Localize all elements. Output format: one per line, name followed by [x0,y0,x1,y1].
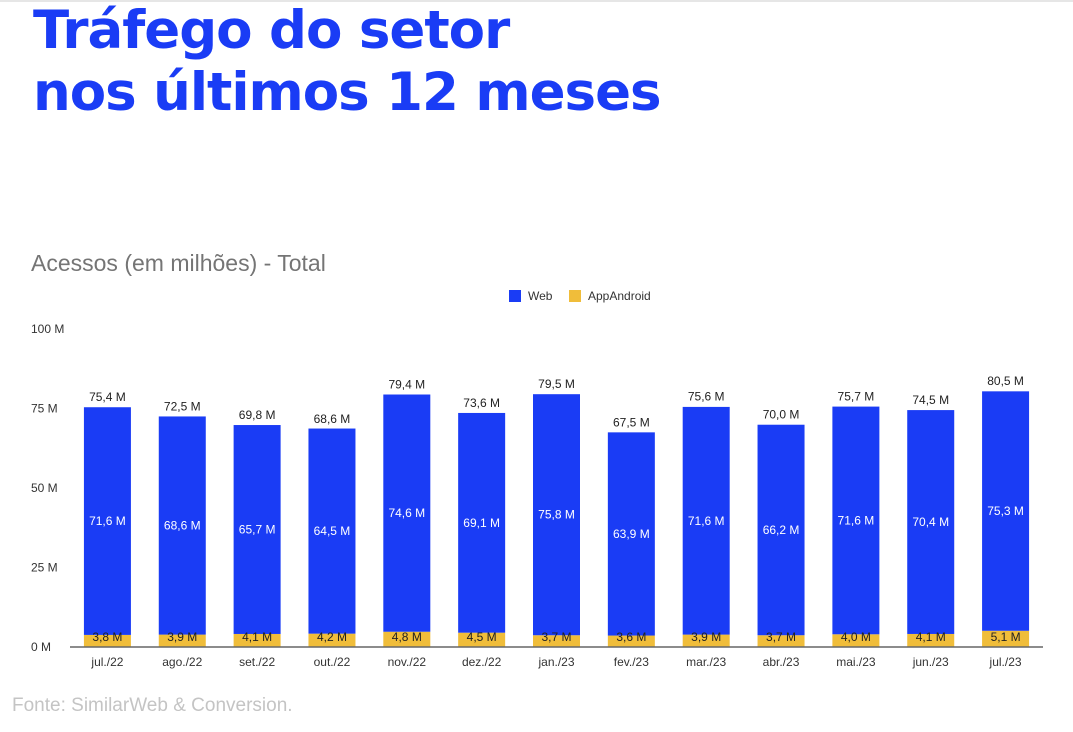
bar-label-appandroid: 4,8 M [392,630,422,644]
x-tick-label: mai./23 [836,655,876,669]
y-tick-label: 0 M [31,640,51,654]
legend-swatch-appandroid [569,290,581,302]
x-tick-label: jul./23 [989,655,1022,669]
bar-web [832,406,880,635]
bar-label-web: 64,5 M [314,524,351,538]
bar-web [533,394,580,636]
bar-label-web: 71,6 M [838,513,875,527]
bar-web [83,407,131,635]
x-tick-label: out./22 [314,655,351,669]
bar-appandroid [832,634,880,647]
top-divider [0,0,1073,2]
bar-label-appandroid: 4,0 M [841,630,871,644]
y-tick-label: 25 M [31,561,58,575]
bar-label-total: 68,6 M [314,412,351,426]
bar-web [682,406,730,635]
x-tick-label: abr./23 [763,655,800,669]
bar-appandroid [308,633,356,647]
bar-appandroid [83,634,131,647]
x-tick-label: jun./23 [912,655,949,669]
source-note: Fonte: SimilarWeb & Conversion. [12,695,293,716]
x-tick-label: mar./23 [686,655,726,669]
bar-appandroid [757,635,805,647]
bar-appandroid [607,635,655,647]
bar-label-appandroid: 3,6 M [616,630,646,644]
x-tick-label: jul./22 [90,655,123,669]
bar-label-total: 69,8 M [239,408,276,422]
bar-appandroid [158,634,206,647]
bar-label-total: 73,6 M [463,396,500,410]
bar-label-total: 80,5 M [987,374,1024,388]
bar-label-appandroid: 4,1 M [916,630,946,644]
page-title: Tráfego do setor nos últimos 12 meses [33,0,662,124]
bar-label-appandroid: 5,1 M [991,630,1021,644]
bar-label-web: 75,3 M [987,504,1024,518]
bar-label-total: 79,4 M [388,378,425,392]
bar-label-appandroid: 4,1 M [242,630,272,644]
bar-label-web: 68,6 M [164,519,201,533]
bar-label-total: 74,5 M [912,393,949,407]
bar-web [233,425,281,634]
bar-label-web: 71,6 M [89,514,126,528]
x-tick-label: nov./22 [388,655,427,669]
bar-web [907,410,955,634]
bar-appandroid [907,633,955,647]
bar-label-web: 74,6 M [388,506,425,520]
bar-label-total: 75,6 M [688,390,725,404]
bar-label-total: 72,5 M [164,399,201,413]
bar-label-web: 71,6 M [688,514,725,528]
y-tick-label: 75 M [31,402,58,416]
bar-web [458,412,506,633]
x-tick-label: fev./23 [614,655,649,669]
bar-appandroid [458,632,506,647]
bar-label-appandroid: 3,9 M [167,630,197,644]
bar-label-total: 75,7 M [838,389,875,403]
bar-appandroid [982,630,1030,647]
bar-label-total: 67,5 M [613,415,650,429]
bar-label-web: 70,4 M [912,515,949,529]
bar-label-appandroid: 3,7 M [541,630,571,644]
bar-label-web: 65,7 M [239,522,276,536]
x-tick-label: dez./22 [462,655,502,669]
bar-label-web: 66,2 M [763,523,800,537]
bar-web [982,391,1030,631]
bar-appandroid [682,634,730,647]
bar-label-total: 70,0 M [763,407,800,421]
bar-appandroid [533,635,580,647]
bar-label-appandroid: 4,5 M [467,630,497,644]
title-line-1: Tráfego do setor [33,0,510,61]
bar-appandroid [383,631,431,647]
title-line-2: nos últimos 12 meses [33,62,662,123]
bar-web [308,428,356,634]
chart-title: Acessos (em milhões) - Total [31,250,326,276]
bar-appandroid [233,633,281,647]
legend-label-web: Web [528,289,553,303]
bar-label-appandroid: 3,9 M [691,630,721,644]
bar-web [158,416,206,635]
bar-web [383,394,431,632]
legend-swatch-web [509,290,521,302]
x-tick-label: set./22 [239,655,275,669]
x-tick-label: ago./22 [162,655,202,669]
bar-label-total: 79,5 M [538,377,575,391]
legend-label-appandroid: AppAndroid [588,289,651,303]
y-tick-label: 50 M [31,481,58,495]
bar-label-appandroid: 3,7 M [766,630,796,644]
y-tick-label: 100 M [31,322,64,336]
bar-web [757,424,805,636]
bar-label-web: 63,9 M [613,527,650,541]
x-tick-label: jan./23 [537,655,574,669]
bar-label-appandroid: 4,2 M [317,630,347,644]
bar-label-total: 75,4 M [89,390,126,404]
bar-label-web: 75,8 M [538,508,575,522]
bar-label-web: 69,1 M [463,516,500,530]
bar-label-appandroid: 3,8 M [92,630,122,644]
bar-web [607,432,655,636]
